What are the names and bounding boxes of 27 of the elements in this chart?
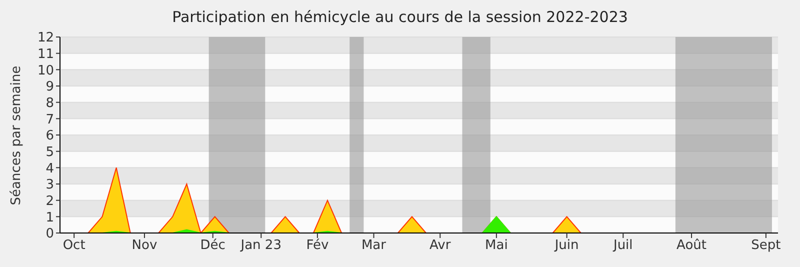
x-tick-label: Mai [485, 238, 508, 254]
y-tick-label: 3 [46, 178, 54, 193]
y-tick-label: 1 [46, 210, 54, 226]
x-tick-label: Mar [361, 238, 387, 254]
x-tick-label: Oct [62, 238, 86, 254]
x-tick-label: Déc [200, 238, 226, 254]
y-tick-label: 0 [46, 226, 54, 242]
y-tick-label: 5 [46, 144, 54, 160]
y-tick-label: 6 [46, 128, 54, 144]
y-tick-label: 8 [46, 96, 54, 111]
y-tick-label: 9 [46, 80, 54, 95]
y-tick-label: 4 [46, 161, 54, 176]
y-tick-label: 11 [37, 46, 54, 62]
y-axis-title: Séances par semaine [10, 65, 25, 205]
x-tick-label: Avr [430, 238, 452, 254]
y-tick-label: 10 [37, 63, 54, 78]
x-tick-label: Sept [751, 238, 781, 254]
chart-title: Participation en hémicycle au cours de la session 2022-2023 [171, 8, 629, 26]
x-tick-label: Nov [132, 238, 158, 254]
x-tick-label: Juil [612, 238, 633, 254]
y-tick-label: 12 [37, 30, 54, 46]
y-tick-label: 2 [46, 194, 54, 209]
y-tick-label: 7 [46, 112, 54, 128]
x-tick-label: Jan 23 [240, 238, 282, 254]
x-tick-label: Fév [306, 238, 329, 254]
x-tick-label: Août [676, 238, 707, 254]
x-tick-label: Juin [554, 238, 579, 254]
